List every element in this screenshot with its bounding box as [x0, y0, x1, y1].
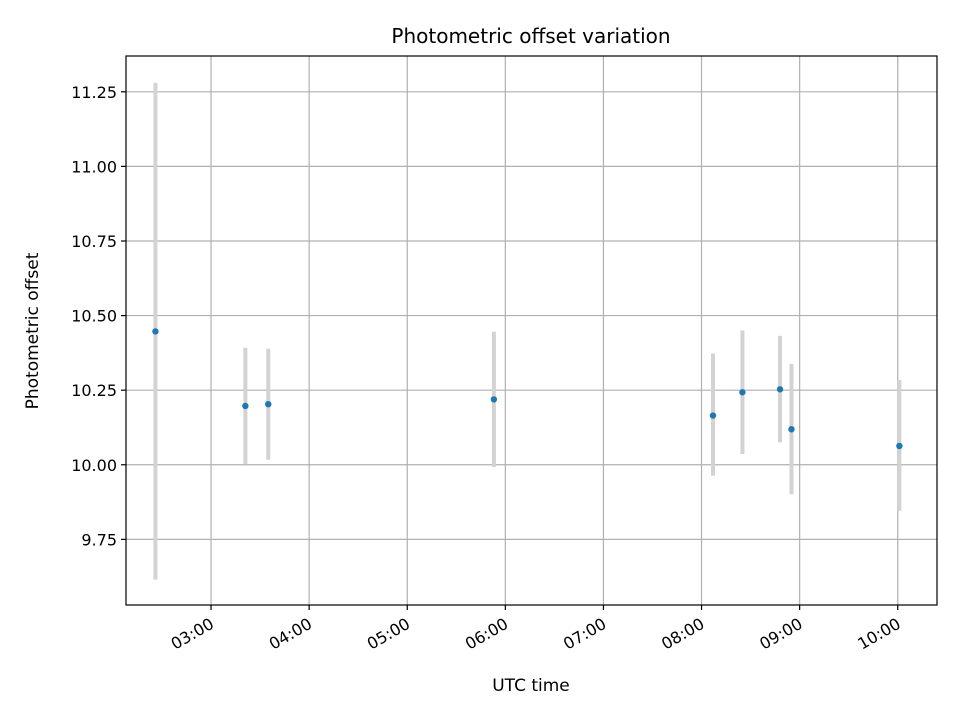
grid [126, 56, 937, 605]
chart-title: Photometric offset variation [391, 24, 670, 48]
x-axis-title: UTC time [492, 676, 570, 696]
data-point [788, 426, 795, 433]
data-point [152, 328, 159, 335]
data-point [242, 402, 249, 410]
data-point [490, 396, 498, 403]
y-tick-label: 11.00 [71, 157, 117, 176]
y-axis-title: Photometric offset [23, 252, 43, 409]
y-tick-label: 10.00 [71, 456, 117, 475]
y-tick-label: 10.50 [71, 307, 117, 326]
plot-frame [125, 55, 938, 606]
data-point [739, 389, 746, 396]
y-tick-label: 10.25 [71, 381, 117, 400]
y-axis-ticks: 9.75 10.00 10.25 10.50 10.75 11.00 11.25 [71, 83, 126, 549]
y-tick-label: 10.75 [71, 232, 117, 251]
y-tick-label: 11.25 [71, 83, 117, 102]
data-point [265, 400, 272, 408]
data-point [709, 412, 717, 419]
y-tick-label: 9.75 [81, 530, 117, 549]
data-point [896, 442, 903, 450]
data-point [776, 386, 784, 393]
data-points [152, 328, 903, 450]
